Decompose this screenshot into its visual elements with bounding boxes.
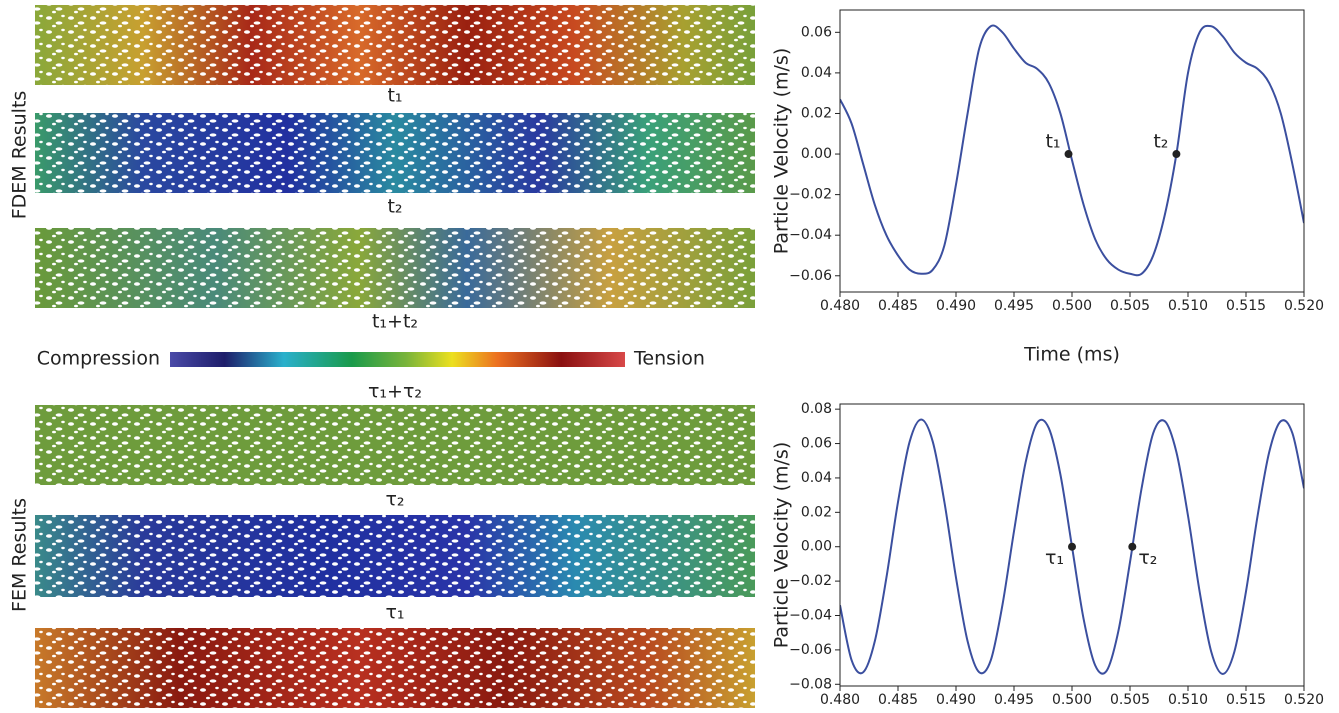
- y-tick-label: −0.04: [789, 227, 832, 243]
- colorbar-label: Compression: [37, 348, 160, 370]
- data-line: [840, 24, 1304, 277]
- chart: −0.08 −0.06 −0.04 −0.02 0.00 0.02 0.04 0.06 0.08…: [771, 401, 1325, 708]
- field-texture: [35, 228, 755, 308]
- x-tick-label: 0.520: [1284, 298, 1324, 314]
- panel-label: t₁+t₂: [372, 311, 418, 333]
- y-tick-label: 0.06: [801, 436, 832, 452]
- x-tick-label: 0.505: [1110, 692, 1150, 708]
- y-tick-label: −0.08: [789, 676, 832, 692]
- annotation-label: τ₁: [1045, 547, 1064, 569]
- y-tick-label: 0.02: [801, 105, 832, 121]
- colorbar: Compression Tension: [37, 348, 705, 370]
- x-tick-label: 0.510: [1168, 692, 1208, 708]
- y-tick-label: 0.08: [801, 401, 832, 417]
- x-tick-label: 0.480: [820, 298, 860, 314]
- panel-label: t₂: [387, 196, 402, 218]
- x-tick-label: 0.500: [1052, 692, 1092, 708]
- y-tick-label: 0.00: [801, 146, 832, 162]
- y-tick-label: −0.06: [789, 642, 832, 658]
- x-tick-label: 0.485: [878, 298, 918, 314]
- colorbar-label: Tension: [633, 348, 705, 370]
- x-tick-label: 0.490: [936, 298, 976, 314]
- chart: −0.06 −0.04 −0.02 0.00 0.02 0.04 0.06 0.480 0.48…: [771, 9, 1324, 366]
- x-tick-label: 0.510: [1168, 298, 1208, 314]
- y-tick-label: 0.02: [801, 504, 832, 520]
- field-texture: [35, 405, 755, 485]
- y-tick-label: 0.04: [801, 65, 832, 81]
- x-tick-label: 0.485: [878, 692, 918, 708]
- y-axis-label: Particle Velocity (m/s): [771, 442, 793, 648]
- y-tick-label: −0.04: [789, 608, 832, 624]
- annotation-label: t₁: [1045, 131, 1060, 153]
- panel-label: t₁: [387, 85, 402, 107]
- plot-area: [840, 24, 1304, 277]
- x-tick-label: 0.495: [994, 298, 1034, 314]
- fdem-panels: t₁ t₂ t₁+t₂ FDEM Results: [9, 5, 755, 333]
- annotation-point: [1172, 150, 1181, 159]
- field-texture: [35, 5, 755, 85]
- panel-label: τ₂: [385, 489, 404, 511]
- field-texture: [35, 515, 755, 597]
- x-tick-label: 0.500: [1052, 298, 1092, 314]
- x-tick-label: 0.505: [1110, 298, 1150, 314]
- x-tick-label: 0.480: [820, 692, 860, 708]
- annotation-point: [1064, 150, 1073, 159]
- y-tick-label: 0.04: [801, 470, 832, 486]
- annotation-label: t₂: [1153, 131, 1168, 153]
- field-texture: [35, 628, 755, 708]
- x-tick-label: 0.495: [994, 692, 1034, 708]
- annotation-label: τ₂: [1138, 547, 1157, 569]
- x-tick-label: 0.490: [936, 692, 976, 708]
- panel-label: τ₁: [385, 602, 404, 624]
- annotation-point: [1068, 542, 1076, 551]
- y-tick-label: 0.06: [801, 24, 832, 40]
- x-tick-label: 0.515: [1226, 298, 1266, 314]
- x-tick-label: 0.520: [1284, 692, 1324, 708]
- fem-panels: τ₁+τ₂ τ₂ τ₁ FEM Results: [9, 381, 755, 708]
- axes-frame: [839, 403, 1305, 687]
- colorbar-gradient: [170, 352, 625, 367]
- axes-frame: [839, 9, 1305, 293]
- y-tick-label: −0.02: [789, 573, 832, 589]
- y-tick-label: −0.06: [789, 268, 832, 284]
- group-title: FEM Results: [9, 498, 31, 612]
- panel-label: τ₁+τ₂: [368, 381, 422, 403]
- group-title: FDEM Results: [9, 91, 31, 220]
- x-axis-label: Time (ms): [1023, 344, 1120, 366]
- y-tick-label: −0.02: [789, 187, 832, 203]
- y-axis-label: Particle Velocity (m/s): [771, 48, 793, 254]
- x-tick-label: 0.515: [1226, 692, 1266, 708]
- annotation-point: [1128, 542, 1137, 551]
- field-texture: [35, 113, 755, 193]
- y-tick-label: 0.00: [801, 539, 832, 555]
